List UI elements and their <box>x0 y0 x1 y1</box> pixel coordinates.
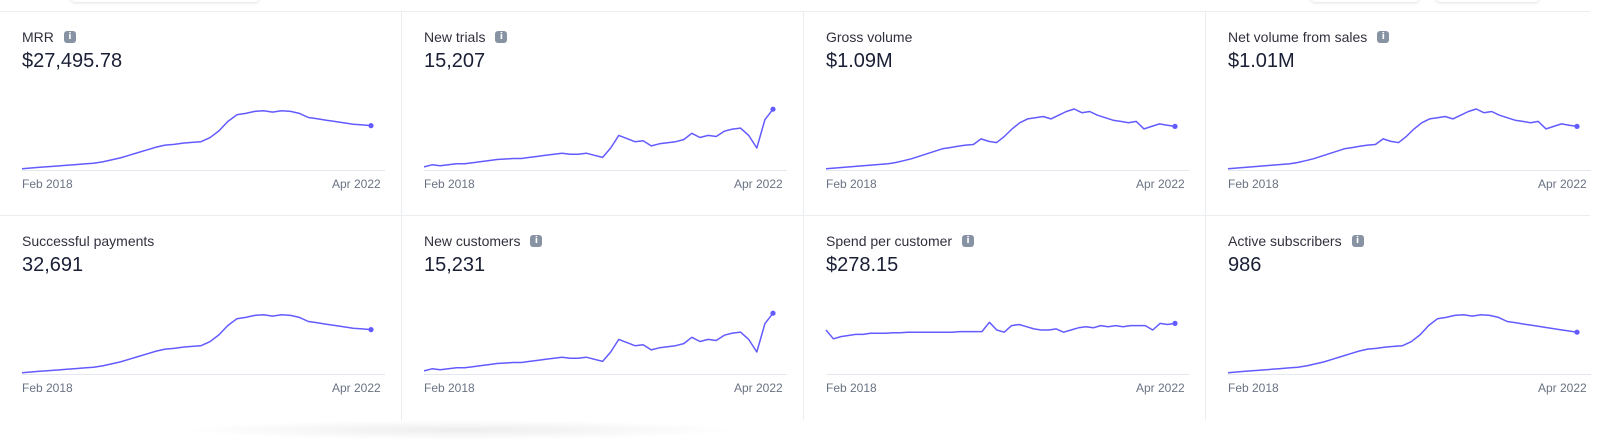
sparkline-chart <box>825 320 1178 340</box>
chart-baseline <box>424 374 787 375</box>
axis-end-label: Apr 2022 <box>1538 381 1587 395</box>
metric-card-new-customers[interactable]: New customers i 15,231 Feb 2018 Apr 2022 <box>402 216 804 420</box>
info-icon[interactable]: i <box>495 31 508 43</box>
axis-start-label: Feb 2018 <box>1228 177 1279 191</box>
metric-card-spend-per-customer[interactable]: Spend per customer i $278.15 Feb 2018 Apr 20… <box>804 216 1206 420</box>
sparkline-series <box>21 313 372 374</box>
metric-title: Spend per customer i <box>826 232 975 250</box>
metric-title: New customers i <box>424 232 543 250</box>
metric-card-active-subscribers[interactable]: Active subscribers i 986 Feb 2018 Apr 2022 <box>1206 216 1591 420</box>
sparkline-endpoint <box>770 310 776 316</box>
sparkline-endpoint <box>1172 320 1178 326</box>
sparkline-chart <box>1227 313 1580 374</box>
sparkline-series <box>423 108 774 168</box>
sparkline-series <box>423 312 774 372</box>
top-control[interactable] <box>1310 0 1420 2</box>
metric-title: Net volume from sales i <box>1228 28 1390 46</box>
sparkline-chart <box>423 310 776 372</box>
chart-baseline <box>22 170 385 171</box>
top-control[interactable] <box>1435 0 1540 2</box>
metric-title-label: Net volume from sales <box>1228 29 1368 45</box>
metric-title: MRR i <box>22 28 76 46</box>
axis-start-label: Feb 2018 <box>22 381 73 395</box>
sparkline-endpoint <box>1574 123 1580 129</box>
metric-value: $1.09M <box>826 50 893 72</box>
metric-value: 986 <box>1228 254 1262 276</box>
top-strip <box>0 0 1617 12</box>
sparkline-series <box>825 321 1176 340</box>
metric-card-gross-volume[interactable]: Gross volume $1.09M Feb 2018 Apr 2022 <box>804 12 1206 216</box>
metric-title-label: New trials <box>424 29 486 45</box>
metric-card-mrr[interactable]: MRR i $27,495.78 Feb 2018 Apr 2022 <box>0 12 402 216</box>
metric-title-label: New customers <box>424 233 521 249</box>
axis-start-label: Feb 2018 <box>826 177 877 191</box>
axis-end-label: Apr 2022 <box>1136 381 1185 395</box>
metric-value: $1.01M <box>1228 50 1295 72</box>
sparkline-endpoint <box>368 123 374 129</box>
divider <box>0 11 1590 12</box>
chart-baseline <box>1228 170 1591 171</box>
metric-value: $27,495.78 <box>22 50 123 72</box>
metric-title-label: Successful payments <box>22 233 155 249</box>
axis-start-label: Feb 2018 <box>826 381 877 395</box>
sparkline-endpoint <box>368 327 374 333</box>
chart-baseline <box>1228 374 1591 375</box>
chart-baseline <box>826 374 1189 375</box>
scroll-shadow <box>180 420 740 440</box>
metric-title: Successful payments <box>22 232 154 250</box>
sparkline-chart <box>825 108 1178 170</box>
axis-end-label: Apr 2022 <box>1538 177 1587 191</box>
metric-card-successful-payments[interactable]: Successful payments 32,691 Feb 2018 Apr 202… <box>0 216 402 420</box>
metric-card-new-trials[interactable]: New trials i 15,207 Feb 2018 Apr 2022 <box>402 12 804 216</box>
info-icon[interactable]: i <box>962 235 975 247</box>
metric-title: Gross volume <box>826 28 912 46</box>
sparkline-chart <box>21 109 374 170</box>
sparkline-series <box>1227 313 1578 374</box>
axis-end-label: Apr 2022 <box>1136 177 1185 191</box>
metric-value: $278.15 <box>826 254 899 276</box>
metric-title-label: Gross volume <box>826 29 913 45</box>
metric-value: 15,231 <box>424 254 486 276</box>
chart-baseline <box>826 170 1189 171</box>
sparkline-series <box>1227 108 1578 170</box>
metric-title-label: MRR <box>22 29 54 45</box>
metric-title-label: Active subscribers <box>1228 233 1342 249</box>
sparkline-endpoint <box>770 106 776 112</box>
axis-start-label: Feb 2018 <box>22 177 73 191</box>
info-icon[interactable]: i <box>1377 31 1390 43</box>
sparkline-chart <box>21 313 374 374</box>
axis-start-label: Feb 2018 <box>424 381 475 395</box>
chart-baseline <box>424 170 787 171</box>
top-control[interactable] <box>70 0 260 2</box>
axis-start-label: Feb 2018 <box>1228 381 1279 395</box>
info-icon[interactable]: i <box>530 235 543 247</box>
metric-card-net-volume-from-sales[interactable]: Net volume from sales i $1.01M Feb 2018 Apr … <box>1206 12 1591 216</box>
axis-end-label: Apr 2022 <box>332 177 381 191</box>
sparkline-series <box>21 109 372 170</box>
metric-title: Active subscribers i <box>1228 232 1364 250</box>
chart-baseline <box>22 374 385 375</box>
axis-end-label: Apr 2022 <box>734 177 783 191</box>
metrics-grid: MRR i $27,495.78 Feb 2018 Apr 2022 New trials… <box>0 12 1591 420</box>
metric-value: 32,691 <box>22 254 84 276</box>
metric-title-label: Spend per customer <box>826 233 953 249</box>
sparkline-chart <box>423 106 776 168</box>
info-icon[interactable]: i <box>63 31 76 43</box>
axis-end-label: Apr 2022 <box>332 381 381 395</box>
axis-start-label: Feb 2018 <box>424 177 475 191</box>
axis-end-label: Apr 2022 <box>734 381 783 395</box>
sparkline-chart <box>1227 108 1580 170</box>
metric-title: New trials i <box>424 28 508 46</box>
sparkline-series <box>825 108 1176 170</box>
info-icon[interactable]: i <box>1351 235 1364 247</box>
metric-value: 15,207 <box>424 50 486 72</box>
sparkline-endpoint <box>1172 123 1178 129</box>
sparkline-endpoint <box>1574 329 1580 335</box>
